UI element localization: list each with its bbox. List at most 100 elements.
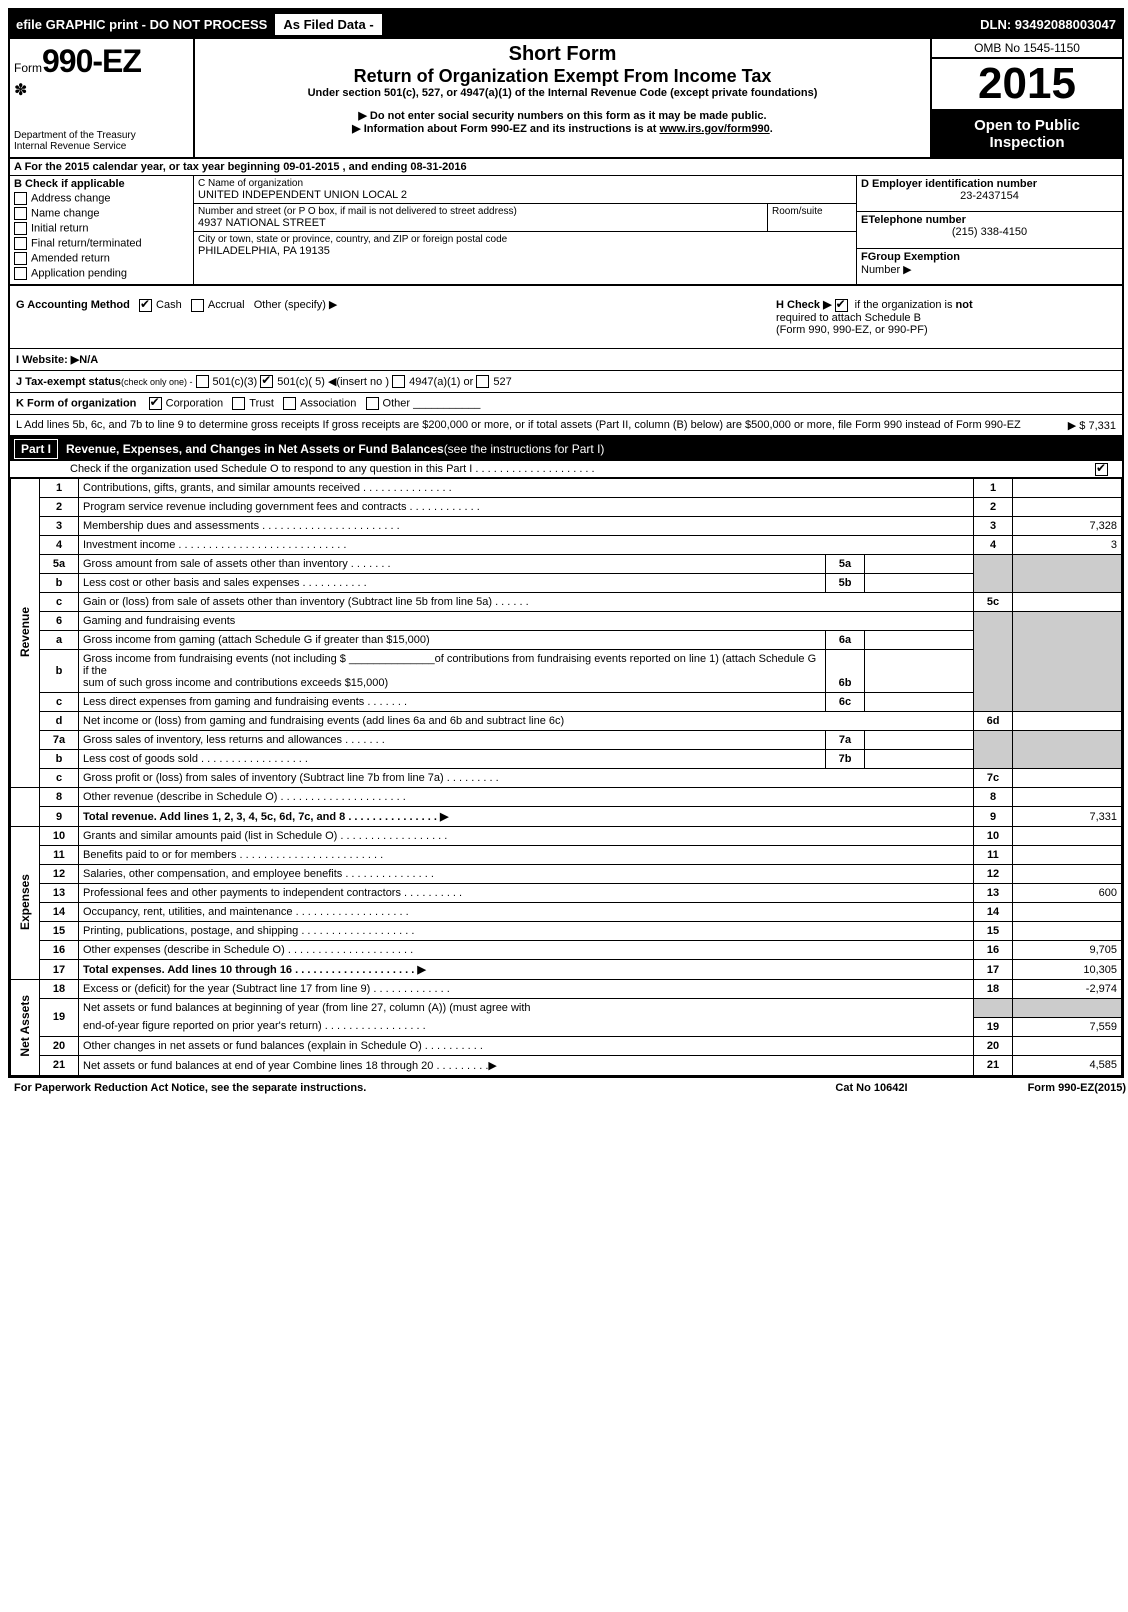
gross-receipts: ▶ $ 7,331 (1068, 419, 1116, 432)
cb-cash[interactable] (139, 299, 152, 312)
instr-1: ▶ Do not enter social security numbers o… (199, 109, 926, 122)
line-6a: Gross income from gaming (attach Schedul… (79, 631, 826, 650)
under-section: Under section 501(c), 527, or 4947(a)(1)… (199, 87, 926, 99)
row-k: K Form of organization Corporation Trust… (10, 393, 1122, 415)
section-a: A For the 2015 calendar year, or tax yea… (10, 159, 1122, 176)
line-7b: Less cost of goods sold . . . . . . . . … (79, 750, 826, 769)
line-7c: Gross profit or (loss) from sales of inv… (79, 769, 974, 788)
cb-other-org[interactable] (366, 397, 379, 410)
cb-501c[interactable] (260, 375, 273, 388)
col-c: C Name of organization UNITED INDEPENDEN… (194, 176, 856, 284)
line-3: Membership dues and assessments . . . . … (79, 517, 974, 536)
instr-2: ▶ Information about Form 990-EZ and its … (199, 122, 926, 135)
line-8: Other revenue (describe in Schedule O) .… (79, 788, 974, 807)
eagle-icon: ✽ (14, 80, 189, 100)
tel-label: ETelephone number (861, 214, 1118, 226)
cb-501c3[interactable] (196, 375, 209, 388)
short-form-title: Short Form (199, 43, 926, 66)
line-7a: Gross sales of inventory, less returns a… (79, 731, 826, 750)
val-18: -2,974 (1013, 980, 1122, 999)
cb-trust[interactable] (232, 397, 245, 410)
cb-527[interactable] (476, 375, 489, 388)
row-l: L Add lines 5b, 6c, and 7b to line 9 to … (10, 415, 1122, 437)
row-i: I Website: ▶N/A (10, 349, 1122, 371)
line-6: Gaming and fundraising events (79, 612, 974, 631)
line-2: Program service revenue including govern… (79, 498, 974, 517)
paperwork-notice: For Paperwork Reduction Act Notice, see … (14, 1082, 835, 1094)
cb-schedule-o[interactable] (1095, 463, 1108, 476)
dept-irs: Internal Revenue Service (14, 141, 189, 152)
checkbox-list: Address change Name change Initial retur… (14, 192, 189, 280)
col-b-header: B Check if applicable (14, 178, 189, 190)
cat-no: Cat No 10642I (835, 1082, 907, 1094)
line-19a: Net assets or fund balances at beginning… (79, 999, 974, 1018)
cb-assoc[interactable] (283, 397, 296, 410)
line-10: Grants and similar amounts paid (list in… (79, 827, 974, 846)
val-9: 7,331 (1013, 807, 1122, 827)
cb-schedule-b[interactable] (835, 299, 848, 312)
line-4: Investment income . . . . . . . . . . . … (79, 536, 974, 555)
efile-notice: efile GRAPHIC print - DO NOT PROCESS (10, 14, 273, 35)
line-16: Other expenses (describe in Schedule O) … (79, 941, 974, 960)
line-6c: Less direct expenses from gaming and fun… (79, 693, 826, 712)
line-17: Total expenses. Add lines 10 through 16 … (79, 960, 974, 980)
header-right: OMB No 1545-1150 2015 Open to Public Ins… (930, 39, 1122, 157)
addr-val: 4937 NATIONAL STREET (198, 217, 763, 229)
line-6d: Net income or (loss) from gaming and fun… (79, 712, 974, 731)
part1-label: Part I (14, 439, 58, 459)
cb-accrual[interactable] (191, 299, 204, 312)
val-3: 7,328 (1013, 517, 1122, 536)
line-6b: Gross income from fundraising events (no… (79, 650, 826, 693)
as-filed: As Filed Data - (273, 12, 383, 37)
dept-treasury: Department of the Treasury (14, 130, 189, 141)
row-j: J Tax-exempt status(check only one) - 50… (10, 371, 1122, 394)
cb-4947[interactable] (392, 375, 405, 388)
line-15: Printing, publications, postage, and shi… (79, 922, 974, 941)
tel-val: (215) 338-4150 (861, 226, 1118, 238)
cb-pending[interactable] (14, 267, 27, 280)
cb-initial-return[interactable] (14, 222, 27, 235)
open-public: Open to Public Inspection (932, 111, 1122, 157)
val-21: 4,585 (1013, 1055, 1122, 1075)
info-grid: B Check if applicable Address change Nam… (10, 176, 1122, 286)
room-label: Room/suite (772, 206, 852, 217)
ein-label: D Employer identification number (861, 178, 1118, 190)
val-16: 9,705 (1013, 941, 1122, 960)
return-title: Return of Organization Exempt From Incom… (199, 66, 926, 87)
cb-corp[interactable] (149, 397, 162, 410)
line-13: Professional fees and other payments to … (79, 884, 974, 903)
revenue-label: Revenue (11, 479, 40, 788)
line-19b: end-of-year figure reported on prior yea… (79, 1017, 974, 1036)
cb-name-change[interactable] (14, 207, 27, 220)
part1-header: Part I Revenue, Expenses, and Changes in… (10, 437, 1122, 461)
col-d: D Employer identification number 23-2437… (856, 176, 1122, 284)
group-ex-number: Number ▶ (861, 264, 912, 276)
form-prefix: Form (14, 61, 42, 75)
form-ref: Form 990-EZ(2015) (1028, 1082, 1126, 1094)
header-left: Form990-EZ ✽ Department of the Treasury … (10, 39, 195, 157)
netassets-label: Net Assets (11, 980, 40, 1076)
schedule-o-check: Check if the organization used Schedule … (10, 461, 1122, 478)
city-val: PHILADELPHIA, PA 19135 (198, 245, 852, 257)
line-18: Excess or (deficit) for the year (Subtra… (79, 980, 974, 999)
line-5c: Gain or (loss) from sale of assets other… (79, 593, 974, 612)
header: Form990-EZ ✽ Department of the Treasury … (10, 39, 1122, 159)
cb-final-return[interactable] (14, 237, 27, 250)
org-name: UNITED INDEPENDENT UNION LOCAL 2 (198, 189, 852, 201)
col-b: B Check if applicable Address change Nam… (10, 176, 194, 284)
cb-amended[interactable] (14, 252, 27, 265)
cb-address-change[interactable] (14, 192, 27, 205)
line-1: Contributions, gifts, grants, and simila… (79, 479, 974, 498)
line-5b: Less cost or other basis and sales expen… (79, 574, 826, 593)
line-9: Total revenue. Add lines 1, 2, 3, 4, 5c,… (79, 807, 974, 827)
part1-table: Revenue 1 Contributions, gifts, grants, … (10, 478, 1122, 1076)
line-5a: Gross amount from sale of assets other t… (79, 555, 826, 574)
line-20: Other changes in net assets or fund bala… (79, 1036, 974, 1055)
line-21: Net assets or fund balances at end of ye… (79, 1055, 974, 1075)
row-h: H Check ▶ if the organization is not req… (770, 286, 1122, 348)
line-14: Occupancy, rent, utilities, and maintena… (79, 903, 974, 922)
tax-year: 2015 (932, 59, 1122, 111)
row-g: G Accounting Method Cash Accrual Other (… (10, 286, 770, 348)
val-4: 3 (1013, 536, 1122, 555)
irs-link[interactable]: www.irs.gov/form990 (660, 123, 770, 135)
